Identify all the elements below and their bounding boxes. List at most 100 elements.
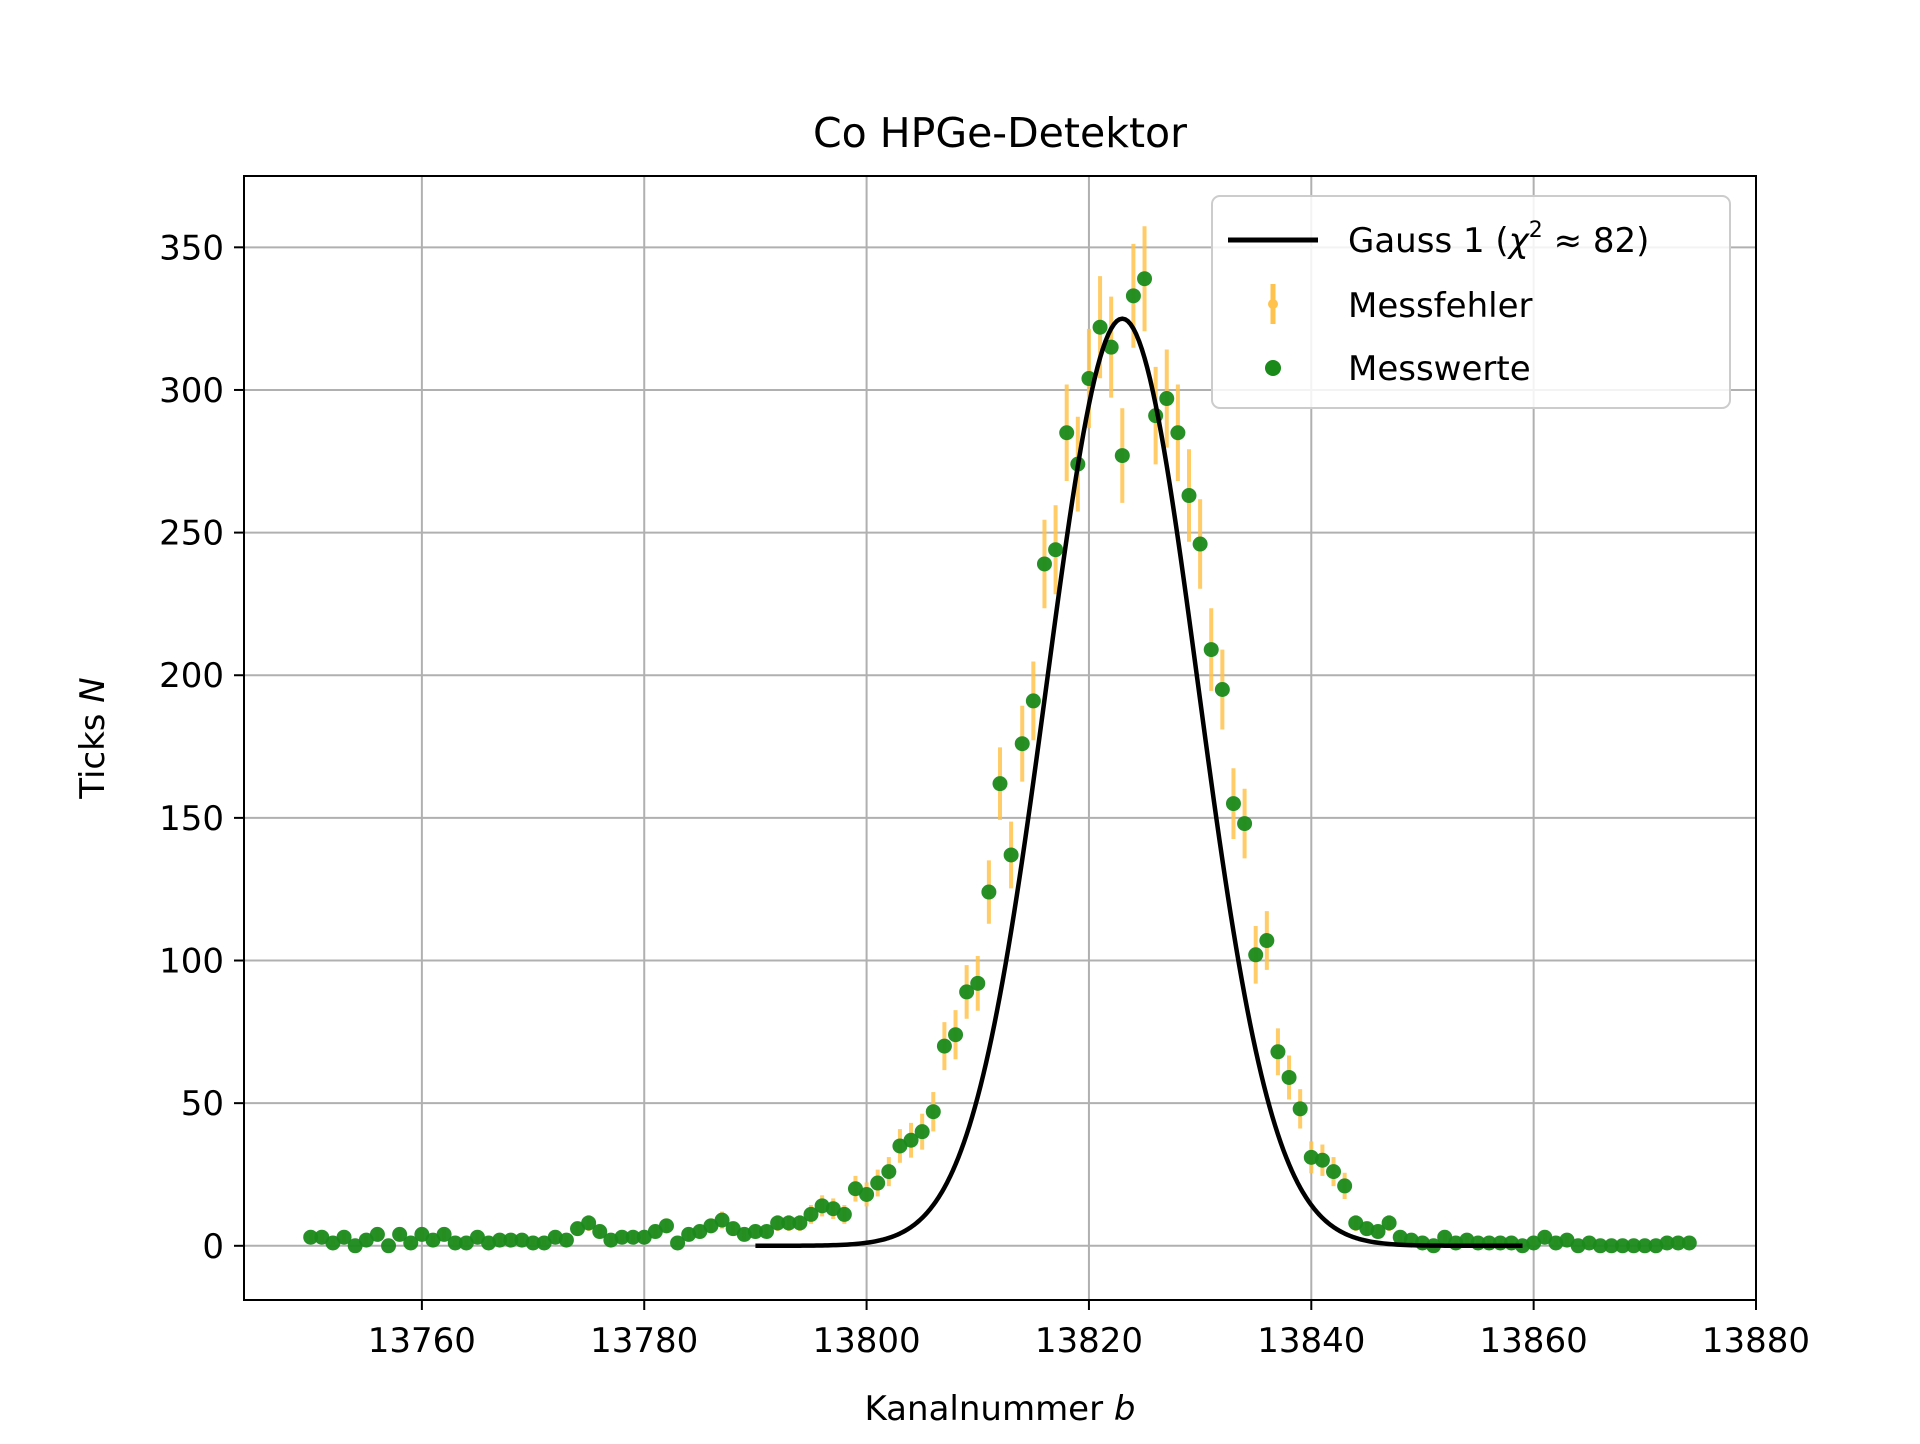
data-point: [670, 1235, 686, 1251]
data-point: [792, 1215, 808, 1231]
data-point: [381, 1238, 397, 1254]
y-tick-label: 150: [159, 799, 224, 839]
legend-fit-exponent: 2: [1529, 218, 1543, 243]
x-tick-label: 13820: [1035, 1321, 1143, 1361]
data-point: [781, 1215, 797, 1231]
data-point: [770, 1215, 786, 1231]
data-point: [925, 1104, 941, 1120]
data-point: [1603, 1238, 1619, 1254]
data-point: [303, 1229, 319, 1245]
y-axis-variable: N: [73, 677, 113, 702]
legend: Gauss 1 (χ2 ≈ 82) Messfehler Messwerte: [1211, 195, 1731, 409]
data-point: [747, 1224, 763, 1240]
data-point: [836, 1206, 852, 1222]
data-point: [1048, 542, 1064, 558]
data-point: [992, 776, 1008, 792]
data-point: [325, 1235, 341, 1251]
data-point: [1326, 1164, 1342, 1180]
data-point: [447, 1235, 463, 1251]
data-point: [1192, 536, 1208, 552]
y-tick-label: 50: [181, 1084, 224, 1124]
data-point: [570, 1221, 586, 1237]
data-point: [1237, 816, 1253, 832]
data-point: [403, 1235, 419, 1251]
data-point: [1292, 1101, 1308, 1117]
data-point: [759, 1224, 775, 1240]
y-tick-label: 300: [159, 371, 224, 411]
y-tick-label: 200: [159, 656, 224, 696]
data-point: [647, 1224, 663, 1240]
data-point: [1526, 1235, 1542, 1251]
data-point: [1103, 339, 1119, 355]
data-point: [458, 1235, 474, 1251]
data-point: [1181, 488, 1197, 504]
data-point: [1370, 1224, 1386, 1240]
data-point: [492, 1232, 508, 1248]
data-point: [1381, 1215, 1397, 1231]
data-point: [1615, 1238, 1631, 1254]
data-point: [658, 1218, 674, 1234]
data-point: [1559, 1232, 1575, 1248]
y-tick-label: 350: [159, 228, 224, 268]
x-tick-label: 13840: [1257, 1321, 1365, 1361]
data-point: [1125, 288, 1141, 304]
data-point: [859, 1186, 875, 1202]
data-point: [892, 1138, 908, 1154]
data-point: [981, 884, 997, 900]
data-point: [825, 1201, 841, 1217]
data-point: [525, 1235, 541, 1251]
data-point: [1281, 1069, 1297, 1085]
y-axis-title: Ticks N: [73, 677, 113, 800]
data-point: [1626, 1238, 1642, 1254]
data-point: [1137, 271, 1153, 287]
x-axis-label: Kanalnummer: [864, 1389, 1103, 1429]
x-axis-title: Kanalnummer b: [864, 1389, 1135, 1429]
legend-fit-label: Gauss 1 (χ2 ≈ 82): [1348, 218, 1649, 261]
legend-fit-prefix: Gauss 1 (: [1348, 221, 1509, 261]
fit-curve-group: [755, 316, 1523, 1249]
data-point: [1592, 1238, 1608, 1254]
data-point: [1348, 1215, 1364, 1231]
data-point: [803, 1206, 819, 1222]
x-tick-label: 13760: [368, 1321, 476, 1361]
data-point: [369, 1226, 385, 1242]
legend-error-label: Messfehler: [1348, 286, 1532, 326]
data-point: [1214, 682, 1230, 698]
x-axis-ticks: 13760 13780 13800 13820 13840 13860 13880: [368, 1300, 1810, 1361]
data-point: [970, 975, 986, 991]
data-point: [948, 1027, 964, 1043]
data-point: [714, 1212, 730, 1228]
y-axis-label: Ticks: [73, 713, 113, 799]
data-point: [1259, 933, 1275, 949]
x-tick-label: 13860: [1480, 1321, 1588, 1361]
data-point: [1159, 391, 1175, 407]
data-point: [592, 1224, 608, 1240]
data-point: [358, 1232, 374, 1248]
data-point: [703, 1218, 719, 1234]
data-point: [725, 1221, 741, 1237]
data-point: [1092, 319, 1108, 335]
data-point: [870, 1175, 886, 1191]
legend-point-marker: [1265, 360, 1281, 376]
data-point: [1681, 1235, 1697, 1251]
data-point: [1659, 1235, 1675, 1251]
data-point: [1059, 425, 1075, 441]
y-tick-label: 250: [159, 514, 224, 554]
data-point: [558, 1232, 574, 1248]
legend-fit-suffix: ≈ 82): [1543, 221, 1650, 261]
data-point: [536, 1235, 552, 1251]
data-point: [614, 1229, 630, 1245]
data-point: [503, 1232, 519, 1248]
data-point: [1170, 425, 1186, 441]
x-tick-label: 13880: [1702, 1321, 1810, 1361]
chart-title: Co HPGe-Detektor: [813, 109, 1187, 157]
data-point: [1225, 796, 1241, 812]
data-point: [469, 1229, 485, 1245]
data-point: [336, 1229, 352, 1245]
data-point: [1637, 1238, 1653, 1254]
data-point: [1003, 847, 1019, 863]
data-point: [1025, 693, 1041, 709]
data-point: [692, 1224, 708, 1240]
